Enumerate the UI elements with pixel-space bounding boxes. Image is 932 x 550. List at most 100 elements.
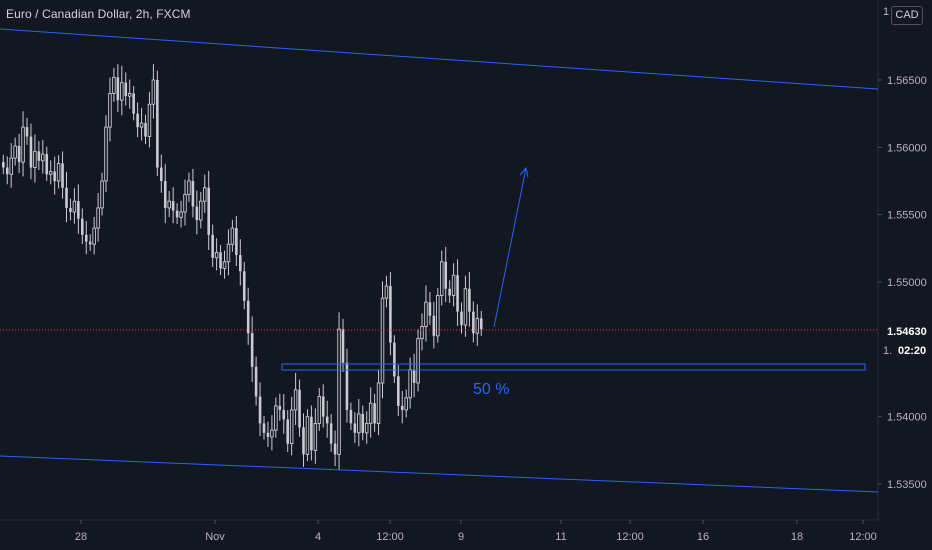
candle-body	[475, 317, 480, 334]
candle-body	[214, 251, 219, 259]
candle-body	[472, 311, 475, 334]
countdown-timer: 02:20	[898, 345, 926, 357]
candle-body	[156, 79, 159, 168]
candle-body	[235, 228, 238, 256]
candle-body	[416, 338, 420, 384]
candle-body	[167, 200, 171, 209]
candle-body	[124, 82, 128, 97]
current-price-tag-bg	[879, 321, 932, 357]
candle-body	[45, 154, 49, 175]
candle-body	[48, 171, 53, 175]
candle-body	[65, 187, 68, 208]
candle-body	[412, 369, 416, 383]
candle-body	[368, 402, 373, 424]
candle-body	[262, 423, 266, 433]
channel-lower-line[interactable]	[0, 455, 879, 493]
time-axis-label: 18	[791, 531, 803, 543]
candle-body	[250, 333, 254, 367]
candle-body	[463, 288, 468, 326]
candle-body	[302, 427, 305, 455]
candle-body	[345, 362, 349, 410]
candle-body	[408, 369, 412, 399]
candle-body	[444, 261, 447, 289]
candle-body	[132, 93, 135, 114]
candle-body	[380, 297, 385, 384]
candle-body	[17, 145, 21, 163]
candle-body	[274, 405, 278, 431]
candle-body	[451, 274, 456, 296]
candle-body	[191, 180, 195, 207]
candle-body	[389, 286, 392, 343]
candle-body	[163, 180, 167, 208]
candle-body	[448, 288, 451, 296]
candle-body	[337, 328, 341, 455]
projection-arrowhead	[519, 166, 529, 178]
chart-title: Euro / Canadian Dollar, 2h, FXCM	[6, 7, 191, 21]
candle-body	[460, 311, 463, 326]
current-price-tag: 1.54630	[887, 326, 927, 338]
candle-body	[230, 227, 235, 245]
candle-body	[317, 396, 322, 424]
candle-body	[100, 180, 104, 209]
candle-body	[357, 413, 361, 434]
candle-body	[92, 227, 96, 245]
candle-body	[468, 288, 471, 312]
candle-body	[2, 162, 5, 168]
candle-body	[199, 200, 203, 221]
projection-arrow[interactable]	[493, 167, 527, 328]
candle-body	[282, 409, 286, 420]
candle-body	[175, 210, 179, 218]
fib-50-zone[interactable]	[281, 363, 866, 371]
candle-body	[393, 342, 396, 377]
candle-body	[139, 122, 144, 128]
candle-body	[144, 123, 147, 137]
candle-body	[278, 405, 282, 410]
candle-body	[397, 376, 400, 406]
candle-body	[21, 126, 25, 163]
candle-body	[286, 419, 289, 444]
candle-body	[72, 200, 77, 213]
price-axis-label: 1.53500	[887, 479, 927, 491]
candle-body	[171, 201, 175, 211]
candle-body	[400, 405, 404, 410]
time-axis-label: 16	[697, 531, 709, 543]
countdown-prefix: 1.	[883, 345, 892, 357]
candle-body	[376, 382, 381, 424]
candle-body	[353, 423, 357, 433]
time-axis-label: 11	[555, 531, 566, 543]
candle-body	[456, 275, 459, 312]
price-axis[interactable]: 1.56500 1.56000 1.55500 1.55000 1.54000 1.535…	[878, 75, 927, 491]
time-axis-label: Nov	[205, 531, 225, 543]
candle-body	[136, 113, 139, 128]
candle-body	[116, 77, 120, 101]
price-axis-label: 1.54000	[887, 412, 927, 424]
candle-body	[384, 285, 389, 299]
candle-body	[25, 127, 29, 137]
candle-body	[9, 157, 13, 175]
candle-body	[239, 255, 242, 272]
time-axis-label: 12:00	[376, 531, 404, 543]
candle-body	[77, 201, 80, 219]
fib-50-label: 50 %	[473, 381, 509, 398]
candle-body	[258, 396, 262, 424]
candle-body	[84, 234, 88, 242]
channel-upper-line[interactable]	[0, 28, 879, 90]
candle-body	[41, 153, 45, 162]
candle-body	[127, 93, 132, 97]
price-axis-label: 1.55500	[887, 210, 927, 222]
candle-body	[179, 211, 183, 218]
candle-body	[305, 416, 310, 455]
candle-body	[310, 416, 313, 451]
candle-body	[289, 409, 294, 445]
candle-body	[420, 325, 424, 340]
candles-group	[2, 64, 483, 470]
candle-body	[479, 318, 483, 330]
candle-body	[211, 234, 214, 258]
candle-body	[246, 300, 250, 334]
currency-button[interactable]: CAD	[891, 6, 923, 25]
candle-body	[219, 252, 222, 269]
time-axis[interactable]: 28 Nov 4 12:00 9 11 12:00 16 18 12:00	[75, 520, 877, 543]
candle-body	[112, 76, 116, 94]
